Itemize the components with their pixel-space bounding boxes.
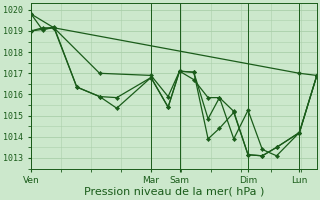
X-axis label: Pression niveau de la mer( hPa ): Pression niveau de la mer( hPa ) (84, 187, 264, 197)
